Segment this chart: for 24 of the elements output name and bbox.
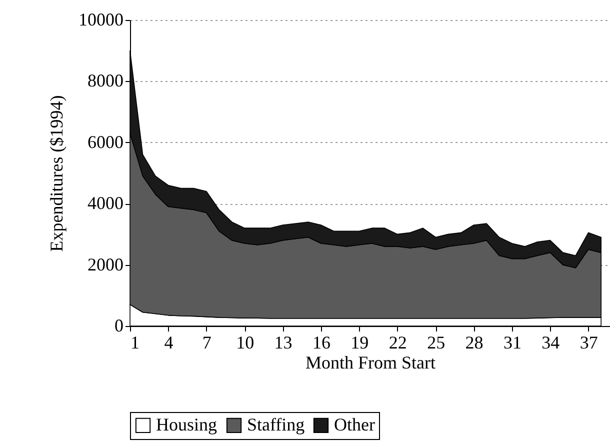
x-axis-title: Month From Start (305, 352, 436, 372)
y-tick-label: 0 (114, 316, 124, 336)
x-tick-label: 13 (274, 332, 292, 352)
y-tick-label: 4000 (88, 193, 124, 214)
y-tick-label: 6000 (88, 132, 124, 152)
x-tick-label: 4 (164, 332, 174, 352)
x-tick-label: 31 (503, 332, 522, 352)
legend-label: Other (334, 414, 375, 434)
y-axis-title: Expenditures ($1994) (46, 95, 66, 252)
x-tick-label: 16 (312, 332, 330, 352)
legend-label: Housing (156, 414, 218, 434)
x-tick-label: 25 (427, 332, 446, 352)
legend-label: Staffing (247, 414, 305, 434)
x-tick-label: 10 (236, 332, 254, 352)
x-tick-label: 28 (465, 332, 484, 352)
x-tick-label: 22 (388, 332, 407, 352)
x-tick-label: 37 (580, 332, 598, 352)
y-tick-label: 8000 (88, 70, 124, 91)
x-tick-label: 19 (350, 332, 369, 352)
x-tick-label: 34 (542, 332, 560, 352)
x-tick-label: 7 (202, 332, 212, 352)
y-tick-label: 2000 (88, 254, 124, 274)
y-tick-label: 10000 (78, 10, 124, 30)
x-tick-label: 1 (130, 332, 140, 352)
